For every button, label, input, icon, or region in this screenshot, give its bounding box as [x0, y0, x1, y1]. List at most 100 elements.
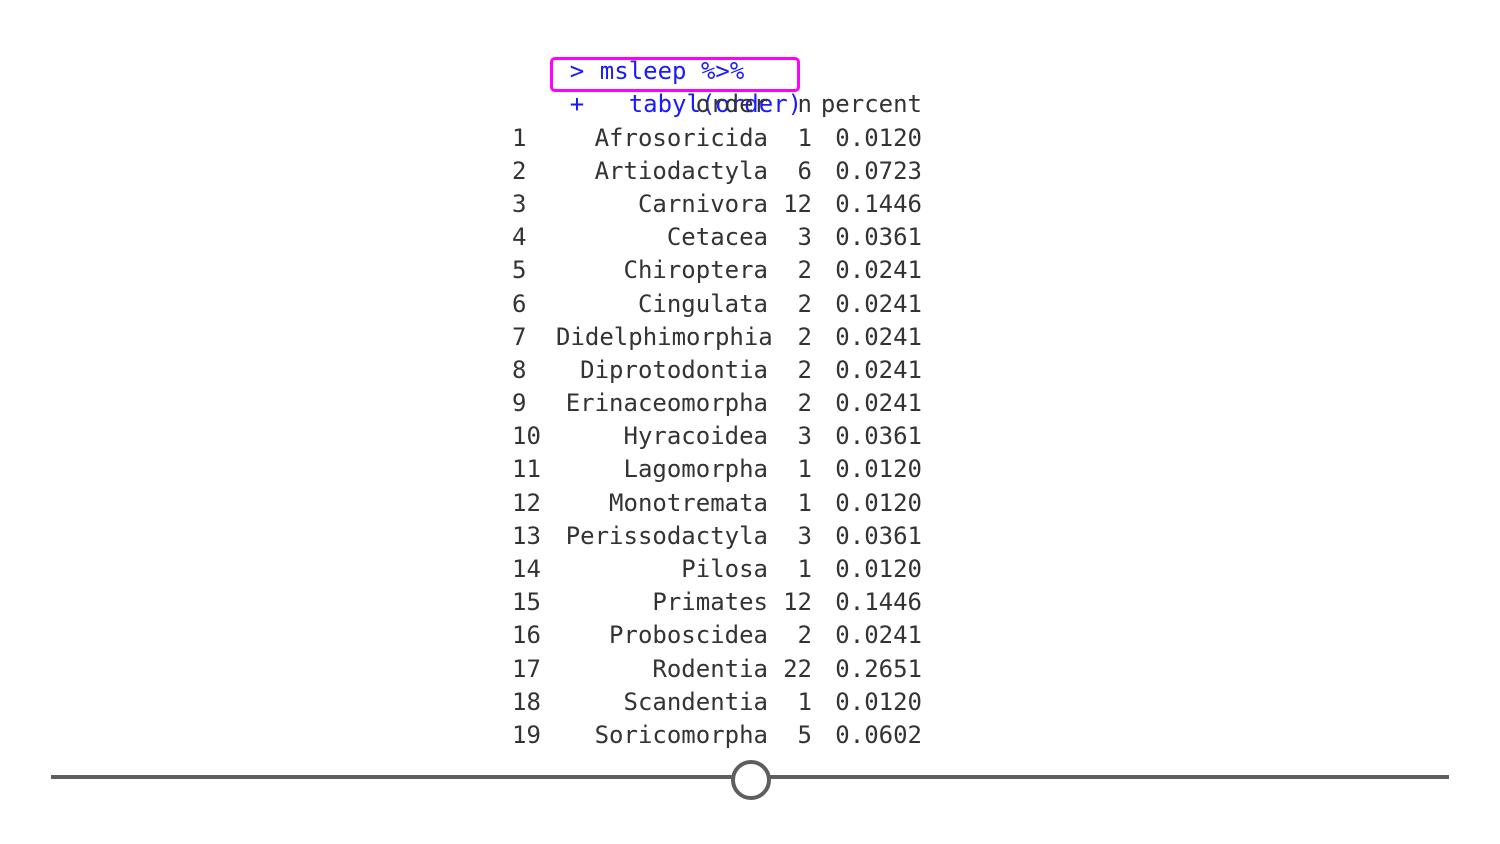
- row-order: Lagomorpha: [623, 455, 769, 484]
- row-order: Artiodactyla: [594, 156, 768, 185]
- table-row: 7 Didelphimorphia 2 0.0241: [512, 321, 952, 354]
- row-n: 12: [783, 588, 812, 617]
- row-percent: 0.0361: [835, 223, 922, 252]
- row-index: 18: [512, 687, 541, 716]
- row-order: Didelphimorphia: [556, 322, 773, 351]
- row-index: 4: [512, 223, 527, 252]
- continuation-prompt: +: [569, 90, 585, 119]
- table-row: 4 Cetacea 3 0.0361: [512, 221, 952, 254]
- table-row: 1 Afrosoricida 1 0.0120: [512, 122, 952, 155]
- row-n: 2: [797, 621, 812, 650]
- row-index: 16: [512, 621, 541, 650]
- table-row: 11 Lagomorpha 1 0.0120: [512, 453, 952, 486]
- command-line-1: > msleep %>%: [512, 22, 952, 85]
- header-n: n: [797, 90, 812, 119]
- header-percent: percent: [820, 90, 922, 119]
- row-percent: 0.0241: [835, 355, 922, 384]
- row-order: Perissodactyla: [565, 521, 768, 550]
- table-row: 14 Pilosa 1 0.0120: [512, 553, 952, 586]
- row-percent: 0.0120: [835, 555, 922, 583]
- row-percent: 0.0241: [835, 621, 922, 650]
- row-percent: 0.2651: [835, 654, 922, 683]
- table-row: 13 Perissodactyla 3 0.0361: [512, 520, 952, 553]
- table-body: 1 Afrosoricida 1 0.0120 2 Artiodactyla 6 0.0723…: [512, 122, 952, 753]
- row-percent: 0.0361: [835, 521, 922, 550]
- row-index: 3: [512, 189, 527, 218]
- row-order: Chiroptera: [623, 256, 769, 285]
- row-n: 2: [797, 389, 812, 418]
- row-index: 6: [512, 289, 527, 318]
- row-n: 2: [797, 355, 812, 384]
- table-row: 15 Primates 12 0.1446: [512, 586, 952, 619]
- command-line-2: + tabyl(order): [512, 55, 952, 118]
- row-index: 8: [512, 355, 527, 384]
- table-row: 17 Rodentia 22 0.2651: [512, 653, 952, 686]
- row-order: Afrosoricida: [594, 123, 768, 152]
- row-index: 2: [512, 156, 527, 185]
- command-code: msleep %>%: [599, 57, 745, 86]
- code-highlight-box: [550, 57, 800, 92]
- table-row: 8 Diprotodontia 2 0.0241: [512, 354, 952, 387]
- row-order: Carnivora: [637, 189, 768, 218]
- header-order: order: [695, 90, 768, 119]
- row-index: 11: [512, 455, 541, 484]
- row-index: 1: [512, 123, 527, 152]
- row-order: Scandentia: [623, 687, 769, 716]
- table-row: 3 Carnivora 12 0.1446: [512, 188, 952, 221]
- row-order: Primates: [652, 588, 768, 617]
- table-row: 18 Scandentia 1 0.0120: [512, 686, 952, 719]
- row-n: 12: [783, 189, 812, 218]
- table-row: 9 Erinaceomorpha 2 0.0241: [512, 387, 952, 420]
- row-order: Monotremata: [609, 488, 768, 517]
- row-n: 1: [797, 555, 812, 583]
- row-index: 14: [512, 555, 541, 583]
- table-row: 19 Soricomorpha 5 0.0602: [512, 719, 952, 752]
- row-index: 15: [512, 588, 541, 617]
- row-order: Cetacea: [666, 223, 768, 252]
- table-row: 6 Cingulata 2 0.0241: [512, 288, 952, 321]
- row-percent: 0.0120: [835, 123, 922, 152]
- row-order: Pilosa: [681, 555, 768, 583]
- row-n: 2: [797, 289, 812, 318]
- row-n: 3: [797, 521, 812, 550]
- row-n: 5: [797, 720, 812, 749]
- row-index: 5: [512, 256, 527, 285]
- row-n: 1: [797, 455, 812, 484]
- command-code: tabyl(order): [599, 90, 803, 119]
- table-row: 10 Hyracoidea 3 0.0361: [512, 420, 952, 453]
- row-percent: 0.0241: [835, 322, 922, 351]
- row-percent: 0.0120: [835, 687, 922, 716]
- row-n: 1: [797, 123, 812, 152]
- row-index: 12: [512, 488, 541, 517]
- console-prompt: >: [569, 57, 585, 86]
- row-index: 9: [512, 389, 527, 418]
- row-percent: 0.1446: [835, 189, 922, 218]
- row-percent: 0.0120: [835, 455, 922, 484]
- row-n: 1: [797, 488, 812, 517]
- row-n: 2: [797, 256, 812, 285]
- row-index: 19: [512, 720, 541, 749]
- table-row: 12 Monotremata 1 0.0120: [512, 487, 952, 520]
- table-row: 5 Chiroptera 2 0.0241: [512, 254, 952, 287]
- row-index: 7: [512, 322, 527, 351]
- row-order: Diprotodontia: [580, 355, 768, 384]
- row-index: 10: [512, 422, 541, 451]
- row-order: Rodentia: [652, 654, 768, 683]
- row-order: Cingulata: [637, 289, 768, 318]
- row-order: Proboscidea: [609, 621, 768, 650]
- row-percent: 0.0241: [835, 256, 922, 285]
- timeline-slider-handle[interactable]: [731, 760, 771, 800]
- row-percent: 0.0602: [835, 720, 922, 749]
- table-row: 16 Proboscidea 2 0.0241: [512, 619, 952, 652]
- row-percent: 0.0120: [835, 488, 922, 517]
- row-percent: 0.0241: [835, 389, 922, 418]
- row-order: Hyracoidea: [623, 422, 769, 451]
- row-n: 3: [797, 223, 812, 252]
- row-n: 2: [797, 322, 812, 351]
- row-percent: 0.0361: [835, 422, 922, 451]
- row-index: 13: [512, 521, 541, 550]
- row-order: Soricomorpha: [594, 720, 768, 749]
- table-row: 2 Artiodactyla 6 0.0723: [512, 155, 952, 188]
- row-index: 17: [512, 654, 541, 683]
- row-n: 6: [797, 156, 812, 185]
